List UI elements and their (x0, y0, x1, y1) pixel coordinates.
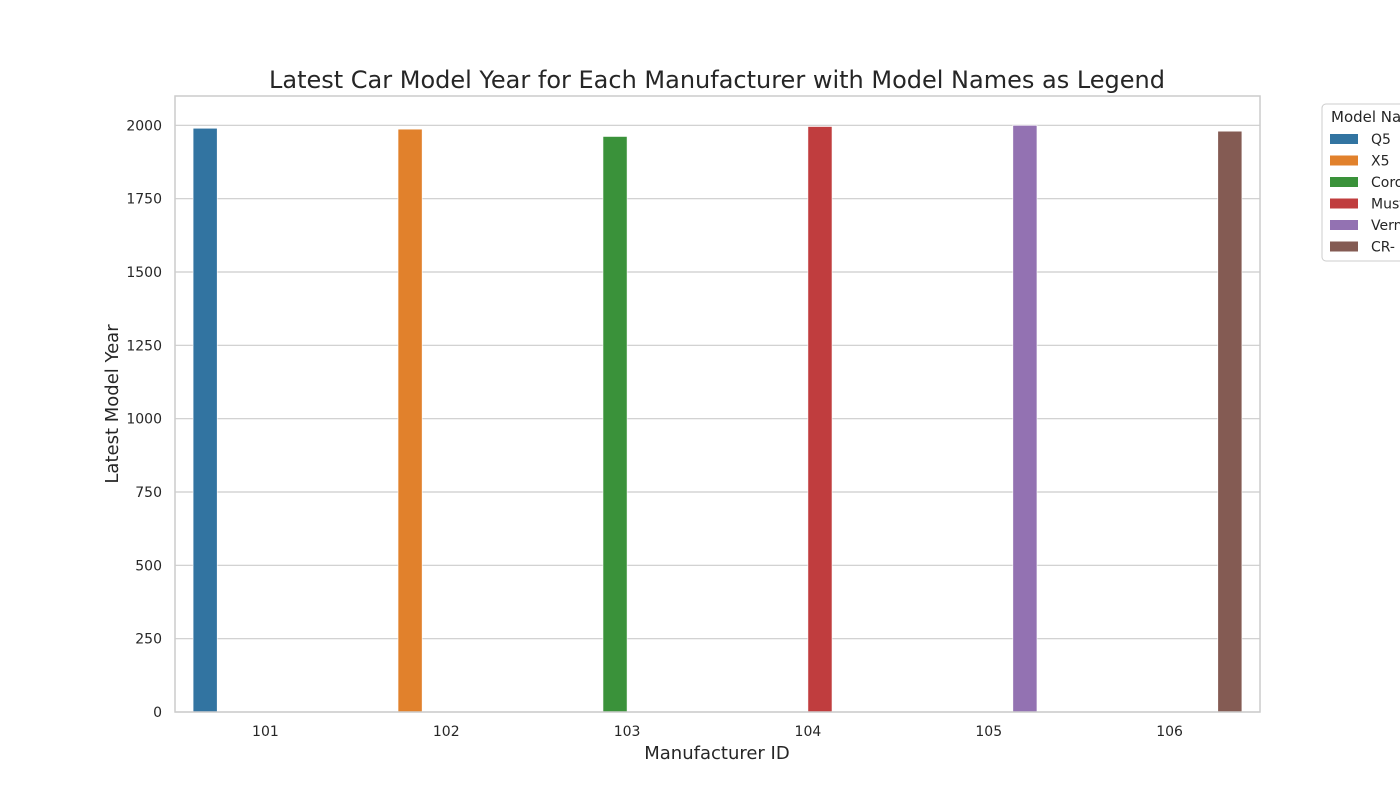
y-tick-label: 1500 (126, 265, 162, 281)
y-tick-labels: 0 250 500 750 1000 1250 1500 1750 2000 (126, 118, 162, 721)
bar-q5-101 (192, 127, 218, 713)
x-axis-label: Manufacturer ID (644, 743, 789, 764)
legend-title: Model Na (1331, 108, 1400, 126)
bar-must-104 (807, 126, 833, 713)
x-tick-label: 102 (433, 724, 460, 740)
bars (192, 125, 1243, 713)
y-tick-label: 0 (153, 705, 162, 721)
legend-label: Vern (1371, 218, 1400, 234)
legend-swatch (1330, 220, 1358, 230)
y-tick-label: 2000 (126, 118, 162, 134)
y-tick-label: 1250 (126, 338, 162, 354)
legend-swatch (1330, 198, 1358, 209)
legend-items: Q5 X5 Coro Must Vern CR- (1330, 132, 1400, 256)
x-tick-label: 106 (1156, 724, 1183, 740)
x-tick-label: 104 (795, 724, 822, 740)
legend-label: Coro (1371, 175, 1400, 191)
legend: Model Na Q5 X5 Coro Must Vern CR- (1321, 103, 1400, 262)
y-tick-label: 750 (135, 485, 162, 501)
chart-title: Latest Car Model Year for Each Manufactu… (269, 66, 1165, 94)
legend-label: CR- (1371, 240, 1395, 256)
x-tick-label: 105 (975, 724, 1002, 740)
x-tick-label: 101 (252, 724, 279, 740)
x-tick-label: 103 (614, 724, 641, 740)
y-tick-label: 250 (135, 632, 162, 648)
legend-swatch (1330, 177, 1358, 187)
y-tick-label: 500 (135, 558, 162, 574)
y-tick-label: 1000 (126, 412, 162, 428)
legend-label: Q5 (1371, 132, 1391, 148)
y-tick-label: 1750 (126, 192, 162, 208)
legend-swatch (1330, 155, 1358, 166)
bar-coro-103 (602, 136, 628, 713)
bar-x5-102 (397, 128, 423, 713)
legend-label: Must (1371, 197, 1400, 213)
y-axis-label: Latest Model Year (102, 324, 123, 484)
x-tick-labels: 101 102 103 104 105 106 (252, 724, 1183, 740)
grid-lines (175, 124, 1260, 713)
plot-frame (174, 95, 1261, 713)
legend-label: X5 (1371, 154, 1390, 170)
bar-cr--106 (1217, 130, 1243, 713)
legend-swatch (1330, 241, 1358, 252)
bar-vern-105 (1012, 125, 1038, 713)
legend-swatch (1330, 134, 1358, 144)
